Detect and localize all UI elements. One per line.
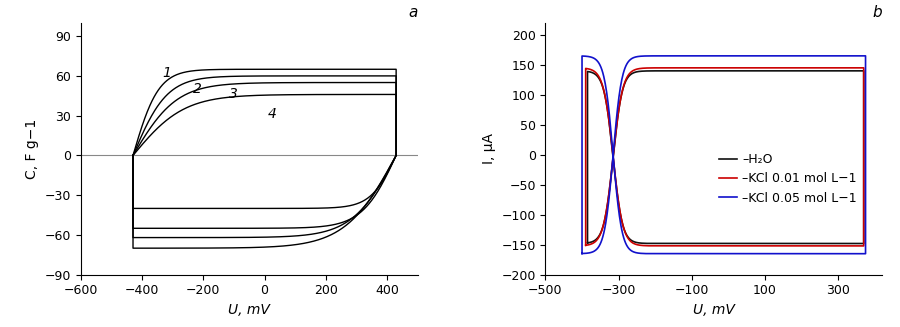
X-axis label: U, mV: U, mV [229,303,270,317]
Text: b: b [872,5,882,20]
Text: 2: 2 [193,82,202,96]
Legend: –H₂O, –KCl 0.01 mol L−1, –KCl 0.05 mol L−1: –H₂O, –KCl 0.01 mol L−1, –KCl 0.05 mol L… [714,148,862,210]
Text: 1: 1 [162,66,171,80]
Y-axis label: C, F g−1: C, F g−1 [25,119,40,179]
Text: 4: 4 [267,107,276,121]
Text: a: a [409,5,418,20]
Y-axis label: I, μA: I, μA [482,133,496,164]
Text: 3: 3 [230,87,238,101]
X-axis label: U, mV: U, mV [693,303,734,317]
